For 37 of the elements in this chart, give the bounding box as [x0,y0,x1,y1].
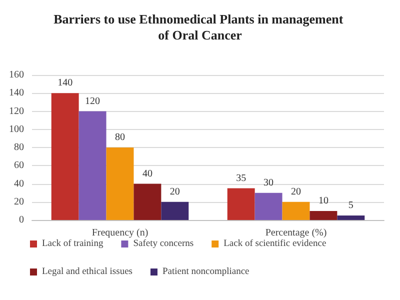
data-label: 140 [58,78,73,89]
x-tick-label: Percentage (%) [265,228,327,238]
data-label: 5 [348,200,354,211]
bar [134,184,162,220]
bar [51,93,79,220]
data-label: 20 [291,186,301,198]
y-tick-label: 40 [14,178,24,190]
bar [337,215,365,220]
legend-label: Legal and ethical issues [42,267,133,277]
bar [161,202,189,220]
legend-label: Safety concerns [133,239,194,249]
bar [106,148,134,220]
legend-label: Lack of scientific evidence [224,239,326,249]
bar [282,202,310,220]
y-tick-label: 80 [14,142,24,153]
bar [78,111,106,220]
data-label: 80 [115,132,125,143]
bar [310,210,338,220]
y-tick-label: 140 [9,88,24,99]
bar [254,192,282,220]
data-label: 35 [236,172,246,184]
y-tick-label: 160 [9,70,24,80]
y-tick-label: 20 [14,196,24,208]
legend-label: Patient noncompliance [162,267,250,277]
y-tick-label: 100 [9,124,24,135]
data-label: 120 [85,96,100,107]
chart-title: Barriers to use Ethnomedical Plants in management of Oral Cancer [54,12,346,42]
y-tick-label: 60 [14,160,24,172]
data-label: 40 [142,168,152,180]
legend-label: Lack of training [42,239,104,249]
y-tick-label: 0 [19,214,24,226]
y-tick-label: 120 [9,106,24,117]
x-tick-label: Frequency (n) [92,228,148,238]
data-label: 20 [170,186,180,198]
bar [227,188,255,220]
data-label: 10 [318,195,328,206]
data-label: 30 [264,177,274,188]
